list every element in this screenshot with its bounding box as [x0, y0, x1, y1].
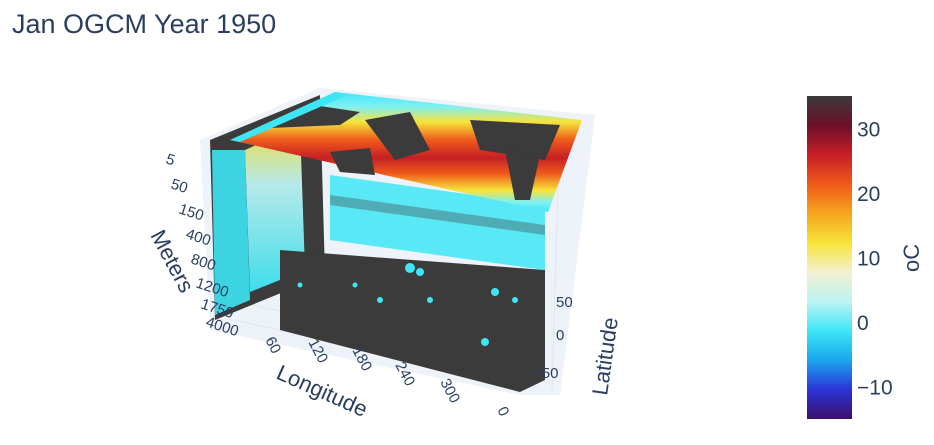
- colorbar-gradient: [807, 96, 852, 419]
- z-tick: 5: [164, 151, 177, 170]
- y-tick: 0: [556, 327, 564, 344]
- colorbar-tick-label: 10: [857, 248, 880, 271]
- z-tick: 400: [184, 226, 213, 250]
- colorbar-tick-label: 0: [857, 312, 869, 335]
- chart-title: Jan OGCM Year 1950: [12, 9, 277, 39]
- y-tick: 50: [556, 294, 573, 311]
- y-axis-label: Latitude: [587, 316, 623, 397]
- deep-slice: [280, 250, 545, 392]
- x-axis-label: Longitude: [273, 360, 371, 422]
- colorbar-title: oC: [899, 244, 924, 272]
- colorbar-ticks: 30 20 10 0 −10: [857, 118, 893, 399]
- x-tick: 60: [261, 334, 284, 357]
- colorbar-tick-label: 20: [857, 183, 880, 206]
- x-tick: 0: [493, 404, 512, 419]
- y-tick: −50: [533, 365, 558, 382]
- z-tick: 50: [169, 176, 190, 197]
- z-tick: 800: [189, 251, 218, 275]
- colorbar: 30 20 10 0 −10 oC: [807, 96, 924, 419]
- colorbar-tick-label: −10: [857, 377, 893, 400]
- colorbar-tick-label: 30: [857, 118, 880, 141]
- z-tick: 150: [177, 201, 206, 225]
- surface-slice: [230, 92, 582, 212]
